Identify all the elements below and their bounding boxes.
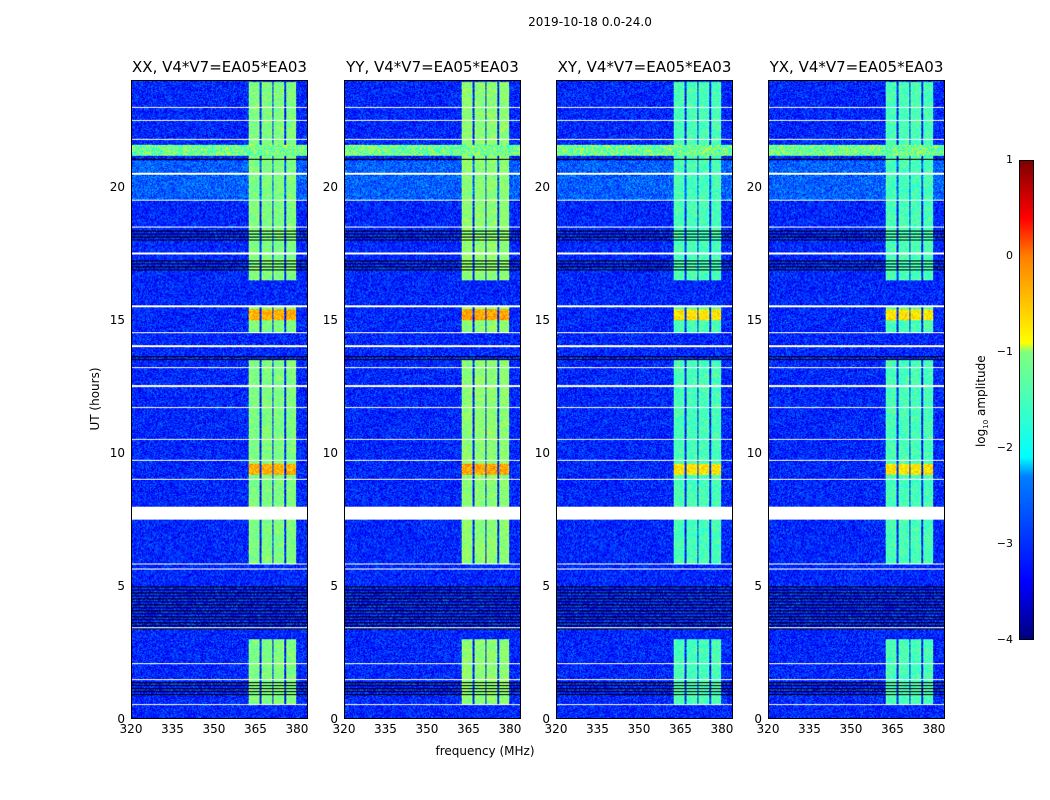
y-tick-label: 20 xyxy=(746,179,762,194)
y-tick-label: 0 xyxy=(330,712,338,726)
y-tick-label: 5 xyxy=(330,578,338,593)
x-tick-label: 320 xyxy=(756,722,780,736)
y-axis-label: UT (hours) xyxy=(88,367,102,431)
x-tick-label: 335 xyxy=(161,722,184,736)
x-tick-label: 365 xyxy=(457,722,480,736)
heatmap-image xyxy=(131,80,308,719)
y-tick-label: 10 xyxy=(109,445,125,460)
y-tick-label: 15 xyxy=(322,312,338,327)
y-tick-label: 20 xyxy=(534,179,550,194)
x-tick-label: 365 xyxy=(669,722,692,736)
y-tick-label: 0 xyxy=(754,712,762,726)
x-tick-label: 365 xyxy=(244,722,267,736)
heatmap-image xyxy=(768,80,945,719)
panel-0: XX, V4*V7=EA05*EA03 xyxy=(131,58,308,719)
y-tick-label: 15 xyxy=(534,312,550,327)
y-tick-label: 0 xyxy=(542,712,550,726)
panel-title: YY, V4*V7=EA05*EA03 xyxy=(346,58,519,76)
figure-title: 2019-10-18 0.0-24.0 xyxy=(528,15,652,29)
x-axis-label: frequency (MHz) xyxy=(435,744,535,758)
y-tick-label: 10 xyxy=(746,445,762,460)
panel-title: XY, V4*V7=EA05*EA03 xyxy=(557,58,732,76)
y-tick-label: 5 xyxy=(117,578,125,593)
panel-1: YY, V4*V7=EA05*EA03 xyxy=(344,58,521,719)
x-tick-label: 380 xyxy=(922,722,946,736)
y-tick-label: 10 xyxy=(534,445,550,460)
y-tick-label: 20 xyxy=(322,179,338,194)
panel-title: YX, V4*V7=EA05*EA03 xyxy=(769,58,944,76)
x-tick-label: 320 xyxy=(544,722,568,736)
y-tick-label: 10 xyxy=(322,445,338,460)
y-tick-label: 15 xyxy=(109,312,125,327)
y-tick-label: 0 xyxy=(117,712,125,726)
y-tick-label: 5 xyxy=(754,578,762,593)
x-tick-label: 350 xyxy=(202,722,226,736)
panel-3: YX, V4*V7=EA05*EA03 xyxy=(768,58,945,719)
x-tick-label: 365 xyxy=(881,722,904,736)
colorbar-tick-label: −3 xyxy=(996,537,1013,550)
heatmap-image xyxy=(556,80,733,719)
x-tick-label: 380 xyxy=(710,722,734,736)
x-tick-label: 335 xyxy=(586,722,609,736)
x-tick-label: 350 xyxy=(415,722,439,736)
x-tick-label: 320 xyxy=(332,722,356,736)
panel-2: XY, V4*V7=EA05*EA03 xyxy=(556,58,733,719)
colorbar-label: log10 amplitude xyxy=(973,355,991,448)
x-tick-label: 350 xyxy=(839,722,863,736)
colorbar-tick-label: −2 xyxy=(996,441,1013,454)
colorbar-tick-label: −4 xyxy=(996,633,1013,646)
x-tick-label: 350 xyxy=(627,722,651,736)
y-tick-label: 5 xyxy=(542,578,550,593)
x-tick-label: 380 xyxy=(285,722,309,736)
x-tick-label: 335 xyxy=(798,722,821,736)
colorbar xyxy=(1019,160,1034,640)
x-tick-label: 380 xyxy=(498,722,522,736)
colorbar-tick-label: 1 xyxy=(1006,153,1013,166)
colorbar-tick-label: −1 xyxy=(996,345,1013,358)
x-tick-label: 335 xyxy=(374,722,397,736)
y-tick-label: 20 xyxy=(109,179,125,194)
y-tick-label: 15 xyxy=(746,312,762,327)
x-tick-label: 320 xyxy=(119,722,143,736)
panel-title: XX, V4*V7=EA05*EA03 xyxy=(132,58,307,76)
colorbar-tick-label: 0 xyxy=(1006,249,1013,262)
heatmap-image xyxy=(344,80,521,719)
